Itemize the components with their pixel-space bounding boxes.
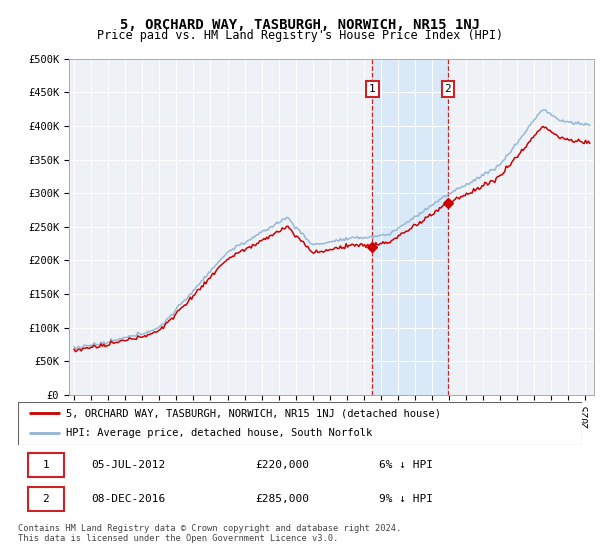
Text: 2: 2 <box>43 493 49 503</box>
Bar <box>28 454 64 477</box>
Text: £285,000: £285,000 <box>255 493 309 503</box>
Text: HPI: Average price, detached house, South Norfolk: HPI: Average price, detached house, Sout… <box>66 428 372 438</box>
Text: 08-DEC-2016: 08-DEC-2016 <box>91 493 166 503</box>
Text: 1: 1 <box>369 84 376 94</box>
Bar <box>28 487 64 511</box>
Text: 05-JUL-2012: 05-JUL-2012 <box>91 460 166 470</box>
Text: 2: 2 <box>445 84 451 94</box>
Text: Contains HM Land Registry data © Crown copyright and database right 2024.
This d: Contains HM Land Registry data © Crown c… <box>18 524 401 543</box>
Text: 6% ↓ HPI: 6% ↓ HPI <box>379 460 433 470</box>
Text: 5, ORCHARD WAY, TASBURGH, NORWICH, NR15 1NJ: 5, ORCHARD WAY, TASBURGH, NORWICH, NR15 … <box>120 18 480 32</box>
Text: Price paid vs. HM Land Registry's House Price Index (HPI): Price paid vs. HM Land Registry's House … <box>97 29 503 42</box>
Text: 5, ORCHARD WAY, TASBURGH, NORWICH, NR15 1NJ (detached house): 5, ORCHARD WAY, TASBURGH, NORWICH, NR15 … <box>66 408 441 418</box>
Text: £220,000: £220,000 <box>255 460 309 470</box>
Bar <box>373 59 448 395</box>
Text: 1: 1 <box>43 460 49 470</box>
Text: 9% ↓ HPI: 9% ↓ HPI <box>379 493 433 503</box>
